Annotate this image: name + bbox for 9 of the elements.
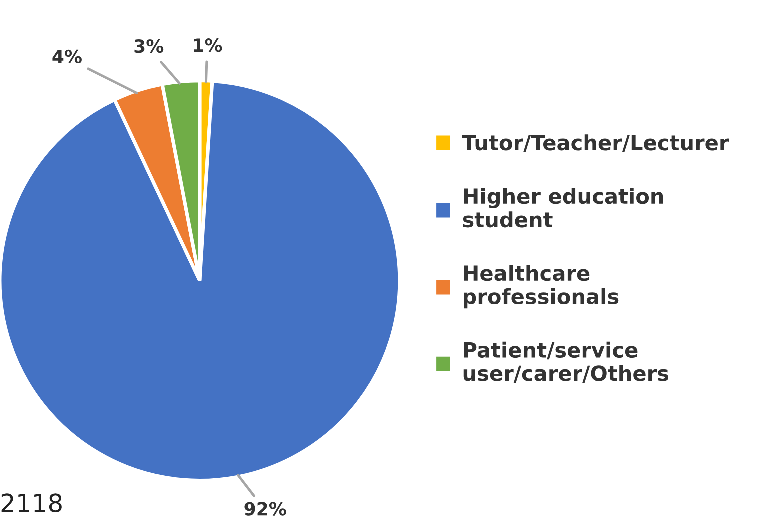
legend-label: Healthcare professionals bbox=[464, 265, 619, 309]
legend-label: Patient/service user/carer/Others bbox=[464, 342, 669, 383]
legend-label: Tutor/Teacher/Lecturer bbox=[462, 134, 730, 152]
legend-label: Higher education student bbox=[463, 188, 664, 228]
data-label: 4% bbox=[52, 50, 82, 64]
text: 2118 bbox=[2, 494, 62, 513]
data-label: 1% bbox=[194, 38, 222, 52]
data-label: 92% bbox=[244, 502, 286, 516]
data-label: 3% bbox=[134, 39, 164, 54]
